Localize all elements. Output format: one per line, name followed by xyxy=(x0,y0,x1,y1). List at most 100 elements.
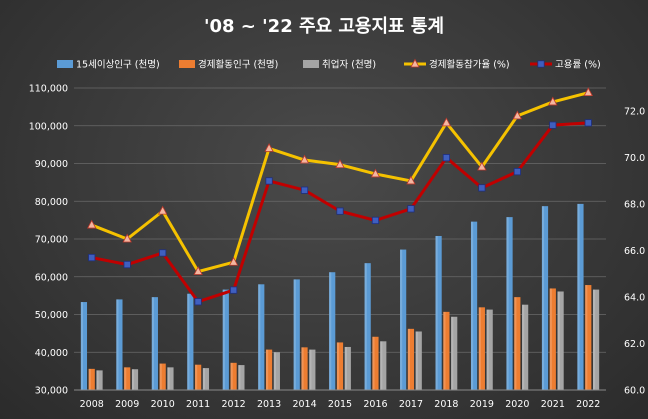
bar xyxy=(470,221,478,390)
bar xyxy=(258,284,265,390)
x-tick-label: 2008 xyxy=(80,399,104,410)
line-point-marker xyxy=(335,159,345,169)
legend-item: 경제활동참가율 (%) xyxy=(404,59,510,71)
bar-highlight xyxy=(549,288,552,390)
bar xyxy=(400,249,407,390)
bar-highlight xyxy=(222,289,225,390)
x-tick-label: 2012 xyxy=(222,399,246,410)
line-point-marker xyxy=(228,256,239,266)
bar xyxy=(329,272,336,390)
bar-highlight xyxy=(400,249,403,390)
y-right-tick-label: 64.0 xyxy=(624,293,645,304)
bar-highlight xyxy=(167,367,170,390)
bar-highlight xyxy=(478,307,481,390)
bar xyxy=(541,206,549,390)
line-point-marker xyxy=(548,96,558,106)
bar-highlight xyxy=(116,299,119,390)
bar-highlight xyxy=(435,235,438,390)
line-point-marker xyxy=(407,205,415,213)
bar-highlight xyxy=(329,272,332,390)
line-point-marker xyxy=(477,161,487,171)
bar-highlight xyxy=(585,285,588,390)
bar-highlight xyxy=(336,342,340,390)
bar-highlight xyxy=(470,221,474,390)
line-point-marker xyxy=(122,233,132,243)
bar-highlight xyxy=(80,302,84,390)
line-point-marker xyxy=(549,121,557,129)
bar xyxy=(230,362,237,390)
bar xyxy=(187,293,194,390)
bar-highlight xyxy=(258,284,261,390)
bar-highlight xyxy=(238,365,241,390)
bar-highlight xyxy=(344,346,347,390)
bar-highlight xyxy=(577,203,580,390)
bar-highlight xyxy=(202,368,206,390)
y-right-tick-label: 66.0 xyxy=(624,246,645,257)
bar-highlight xyxy=(273,352,276,390)
line-point-marker xyxy=(87,219,97,229)
line-point-marker xyxy=(299,154,310,164)
line-point-marker xyxy=(300,186,309,194)
bar-highlight xyxy=(124,367,127,390)
legend-item: 고용률 (%) xyxy=(530,60,601,71)
legend-swatch xyxy=(57,60,73,68)
line-point-marker xyxy=(194,298,202,306)
bar xyxy=(131,369,139,390)
bar-highlight xyxy=(96,370,99,390)
line-point-marker xyxy=(513,168,521,176)
bar-highlight xyxy=(522,304,525,390)
legend-item: 경제활동인구 (천명) xyxy=(179,59,278,71)
y-right-tick-label: 62.0 xyxy=(624,339,645,350)
legend-label: 경제활동참가율 (%) xyxy=(429,59,510,71)
bar-highlight xyxy=(380,341,383,390)
bar-highlight xyxy=(364,263,367,390)
bar xyxy=(435,235,442,390)
x-tick-label: 2014 xyxy=(292,399,316,410)
y-right-tick-label: 68.0 xyxy=(624,200,645,211)
bar-highlight xyxy=(230,362,233,390)
bar xyxy=(301,347,308,390)
bar xyxy=(222,289,229,390)
legend-item: 취업자 (천명) xyxy=(303,59,376,71)
legend-label: 경제활동인구 (천명) xyxy=(198,59,278,71)
line-point-marker xyxy=(442,154,451,162)
line-point-marker xyxy=(441,117,452,127)
bar xyxy=(116,299,123,390)
bar xyxy=(506,217,513,390)
bar-highlight xyxy=(443,311,446,390)
bar xyxy=(585,285,592,390)
axes: 30,000 40,000 50,000 60,000 70,000 80,000 90,0… xyxy=(29,84,645,411)
line-point-marker xyxy=(159,249,167,257)
bar xyxy=(451,316,458,390)
bar-highlight xyxy=(415,331,418,390)
bar xyxy=(372,336,379,390)
bar-highlight xyxy=(407,328,411,390)
x-tick-label: 2010 xyxy=(151,399,175,410)
bar-highlight xyxy=(309,349,312,390)
bar-highlight xyxy=(187,293,190,390)
line-point-marker xyxy=(478,184,486,192)
series-line xyxy=(91,91,589,274)
bar xyxy=(202,368,210,390)
bar xyxy=(96,370,103,390)
legend-item: 15세이상인구 (천명) xyxy=(57,60,160,71)
bar xyxy=(486,309,493,390)
legend-marker xyxy=(410,58,420,68)
bar xyxy=(577,203,584,390)
line-point-marker xyxy=(584,119,592,127)
bar-highlight xyxy=(506,217,509,390)
y-left-tick-label: 50,000 xyxy=(35,310,68,321)
bar xyxy=(293,279,300,390)
legend-label: 15세이상인구 (천명) xyxy=(76,60,160,71)
y-left-tick-label: 30,000 xyxy=(35,386,68,397)
legend-label: 고용률 (%) xyxy=(555,60,601,71)
line-point-marker xyxy=(583,87,593,97)
bar xyxy=(195,364,202,390)
bar xyxy=(549,288,556,390)
legend-label: 취업자 (천명) xyxy=(322,59,376,71)
x-tick-label: 2015 xyxy=(328,399,352,410)
bar-highlight xyxy=(514,297,517,390)
bar xyxy=(478,307,485,390)
